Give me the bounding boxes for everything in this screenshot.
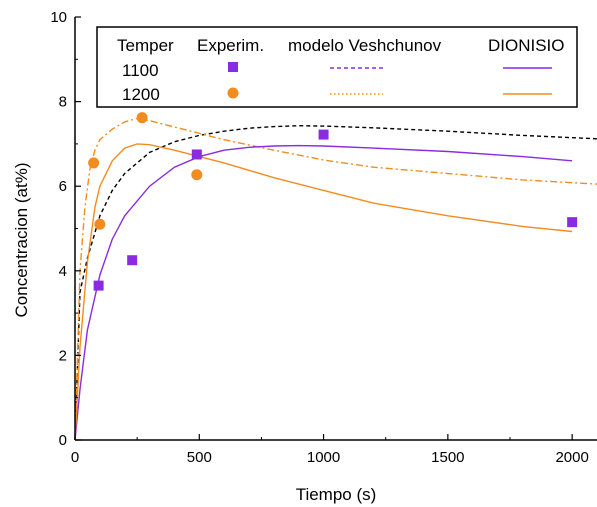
data-point	[94, 218, 106, 230]
x-axis-title: Tiempo (s)	[296, 485, 377, 504]
x-tick-label: 2000	[555, 449, 588, 466]
legend-marker-1200-experim	[227, 87, 239, 99]
series-line	[74, 124, 597, 441]
axes: 0 500 1000 1500 2000 0 2 4 6 8 10	[50, 9, 597, 466]
data-point	[136, 112, 148, 124]
legend-samples	[227, 62, 552, 99]
y-tick-label: 8	[59, 94, 67, 111]
data-point	[93, 280, 104, 291]
model-curves	[74, 117, 597, 441]
x-tick-label: 1500	[431, 449, 464, 466]
y-tick-label: 2	[59, 347, 67, 364]
series-line	[74, 117, 597, 441]
x-tick-label: 0	[71, 449, 79, 466]
data-point	[127, 255, 138, 266]
legend-row-1200: 1200	[122, 85, 160, 104]
legend: Temper Experim. modelo Veshchunov DIONIS…	[96, 26, 578, 108]
legend-header-veshchunov: modelo Veshchunov	[288, 36, 442, 55]
legend-header-dionisio: DIONISIO	[488, 36, 565, 55]
legend-row-1100: 1100	[122, 61, 159, 80]
experimental-points	[88, 112, 578, 291]
data-point	[88, 157, 100, 169]
y-tick-label: 0	[59, 432, 67, 449]
data-point	[567, 217, 578, 228]
legend-marker-1100-experim	[228, 62, 238, 72]
data-point	[191, 149, 202, 160]
x-tick-label: 500	[187, 449, 212, 466]
y-tick-label: 10	[50, 9, 67, 26]
legend-box	[96, 26, 578, 108]
y-tick-label: 6	[59, 178, 67, 195]
x-tick-label: 1000	[307, 449, 340, 466]
y-tick-label: 4	[59, 263, 67, 280]
data-point	[191, 169, 203, 181]
legend-header-experim: Experim.	[197, 36, 264, 55]
y-axis-title: Concentracion (at%)	[12, 163, 31, 318]
legend-header-temper: Temper	[117, 36, 174, 55]
data-point	[318, 129, 329, 140]
series-line	[74, 143, 573, 441]
